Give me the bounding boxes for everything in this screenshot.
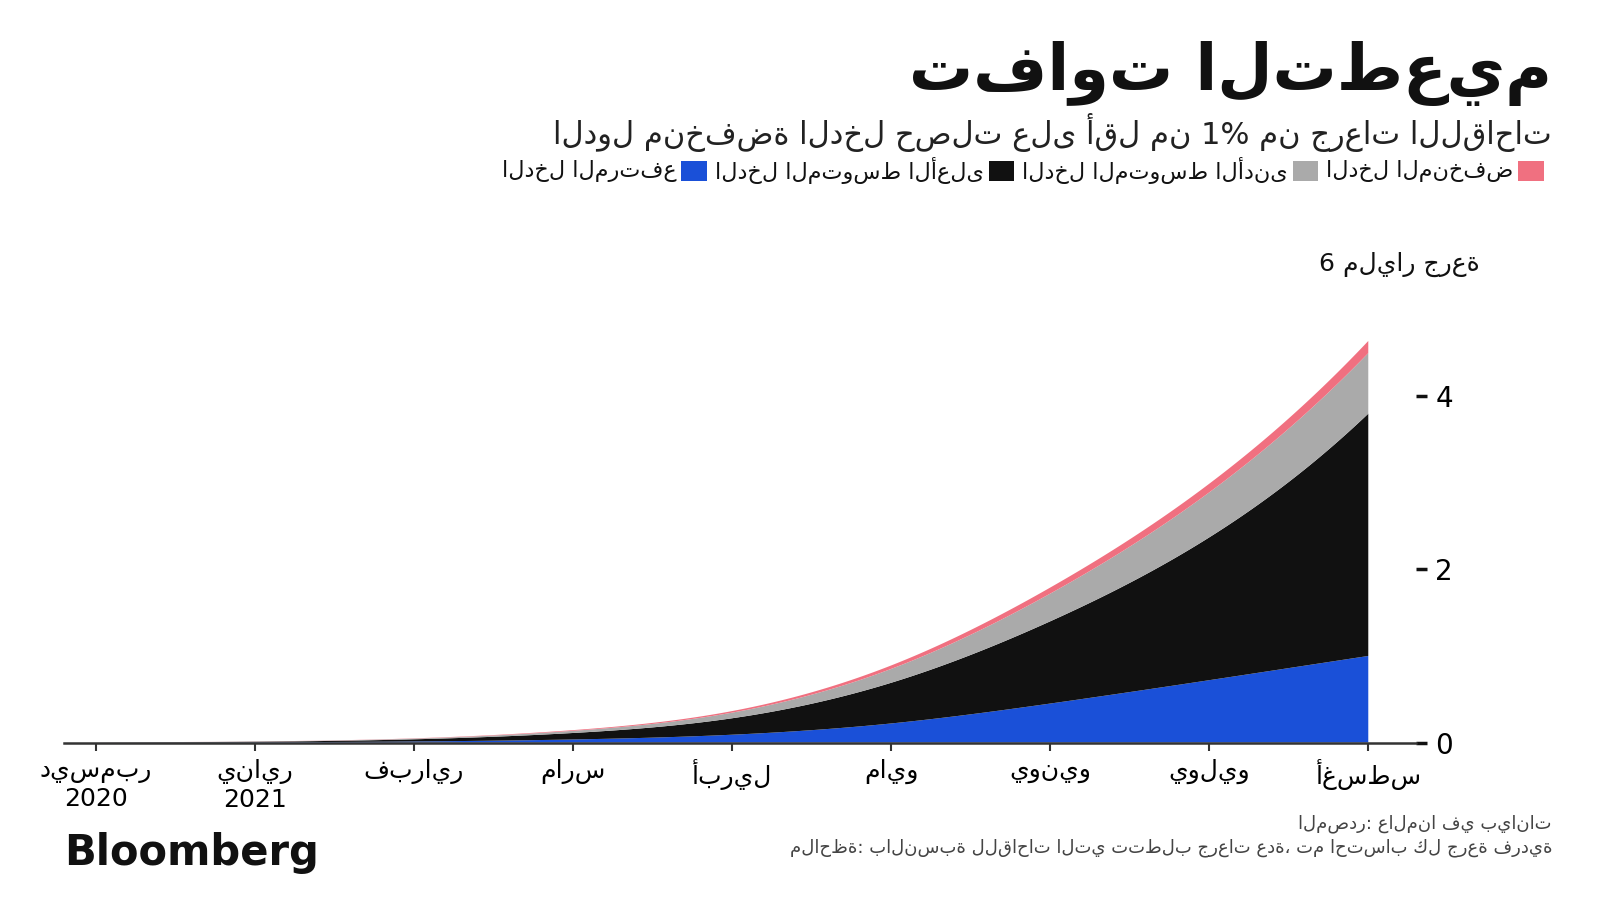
- Text: ملاحظة: بالنسبة للقاحات التي تتطلب جرعات عدة، تم احتساب كل جرعة فردية: ملاحظة: بالنسبة للقاحات التي تتطلب جرعات…: [789, 839, 1552, 858]
- Text: الدخل المنخفض: الدخل المنخفض: [1326, 160, 1514, 182]
- Text: تفاوت التطعيم: تفاوت التطعيم: [909, 40, 1552, 105]
- Text: Bloomberg: Bloomberg: [64, 832, 318, 875]
- Text: المصدر: عالمنا في بيانات: المصدر: عالمنا في بيانات: [1299, 814, 1552, 833]
- Text: الدول منخفضة الدخل حصلت على أقل من 1% من جرعات اللقاحات: الدول منخفضة الدخل حصلت على أقل من 1% من…: [554, 112, 1552, 151]
- Text: الدخل المتوسط الأعلى: الدخل المتوسط الأعلى: [715, 158, 984, 184]
- Text: الدخل المرتفع: الدخل المرتفع: [502, 160, 677, 182]
- Text: الدخل المتوسط الأدنى: الدخل المتوسط الأدنى: [1022, 158, 1288, 184]
- Text: 6 مليار جرعة: 6 مليار جرعة: [1320, 252, 1480, 277]
